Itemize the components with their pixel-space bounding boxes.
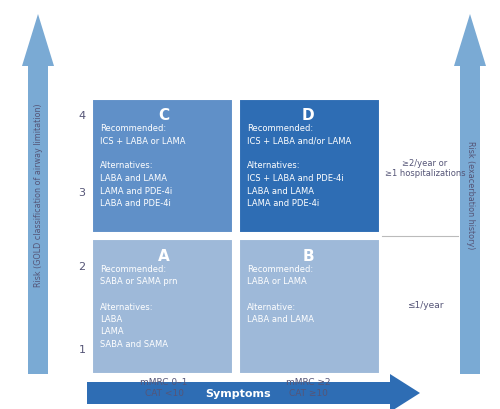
Bar: [92, 239, 233, 374]
Text: 4: 4: [78, 111, 86, 121]
Bar: [239, 100, 380, 234]
Text: Recommended:
LABA or LAMA

Alternative:
LABA and LAMA: Recommended: LABA or LAMA Alternative: L…: [247, 264, 314, 323]
Text: Recommended:
ICS + LABA and/or LAMA

Alternatives:
ICS + LABA and PDE-4i
LABA an: Recommended: ICS + LABA and/or LAMA Alte…: [247, 124, 351, 207]
Polygon shape: [22, 15, 54, 374]
Text: mMRC ≥2
CAT ≥10: mMRC ≥2 CAT ≥10: [286, 378, 330, 397]
Polygon shape: [454, 15, 486, 374]
Text: Recommended:
ICS + LABA or LAMA

Alternatives:
LABA and LAMA
LAMA and PDE-4i
LAB: Recommended: ICS + LABA or LAMA Alternat…: [100, 124, 186, 207]
Text: 3: 3: [78, 188, 86, 198]
Text: 2: 2: [78, 262, 86, 272]
Text: D: D: [302, 108, 314, 123]
Text: mMRC 0–1
CAT <10: mMRC 0–1 CAT <10: [140, 378, 188, 397]
Text: C: C: [158, 108, 170, 123]
Text: A: A: [158, 248, 170, 263]
Text: Risk (GOLD classification of airway limitation): Risk (GOLD classification of airway limi…: [34, 103, 42, 286]
Bar: [239, 239, 380, 374]
Text: B: B: [302, 248, 314, 263]
Bar: [92, 100, 233, 234]
Text: Symptoms: Symptoms: [206, 388, 272, 398]
Text: ≤1/year: ≤1/year: [407, 301, 444, 310]
Text: ≥2/year or
≥1 hospitalizations: ≥2/year or ≥1 hospitalizations: [384, 158, 466, 178]
Polygon shape: [87, 374, 420, 409]
Text: Recommended:
SABA or SAMA prn

Alternatives:
LABA
LAMA
SABA and SAMA: Recommended: SABA or SAMA prn Alternativ…: [100, 264, 178, 348]
Text: Risk (exacerbation history): Risk (exacerbation history): [466, 140, 474, 249]
Text: 1: 1: [78, 344, 86, 354]
